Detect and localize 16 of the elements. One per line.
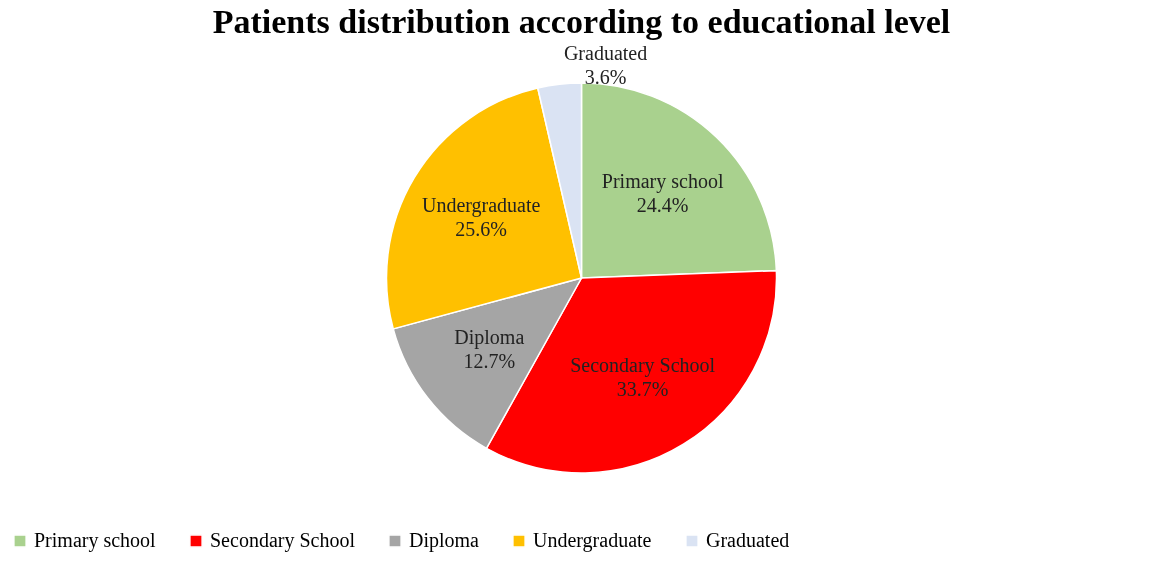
slice-label: Secondary School — [570, 353, 716, 377]
legend-label: Graduated — [706, 529, 790, 551]
legend-label: Undergraduate — [533, 529, 652, 552]
slice-label: Diploma — [454, 326, 525, 349]
legend-label: Diploma — [409, 529, 480, 552]
slice-label: Primary school — [601, 169, 724, 193]
data-label: 24.4% — [636, 193, 689, 216]
slice-label: Undergraduate — [421, 193, 541, 217]
data-label: 3.6% — [584, 66, 627, 89]
data-label: 33.7% — [616, 377, 669, 400]
legend-label: Secondary School — [210, 529, 356, 552]
data-label: 12.7% — [463, 350, 516, 372]
legend-label: Primary school — [34, 529, 157, 552]
data-label: 25.6% — [455, 217, 508, 240]
slice-label: Graduated — [563, 42, 648, 65]
chart-title: Patients distribution according to educational level — [212, 3, 951, 41]
